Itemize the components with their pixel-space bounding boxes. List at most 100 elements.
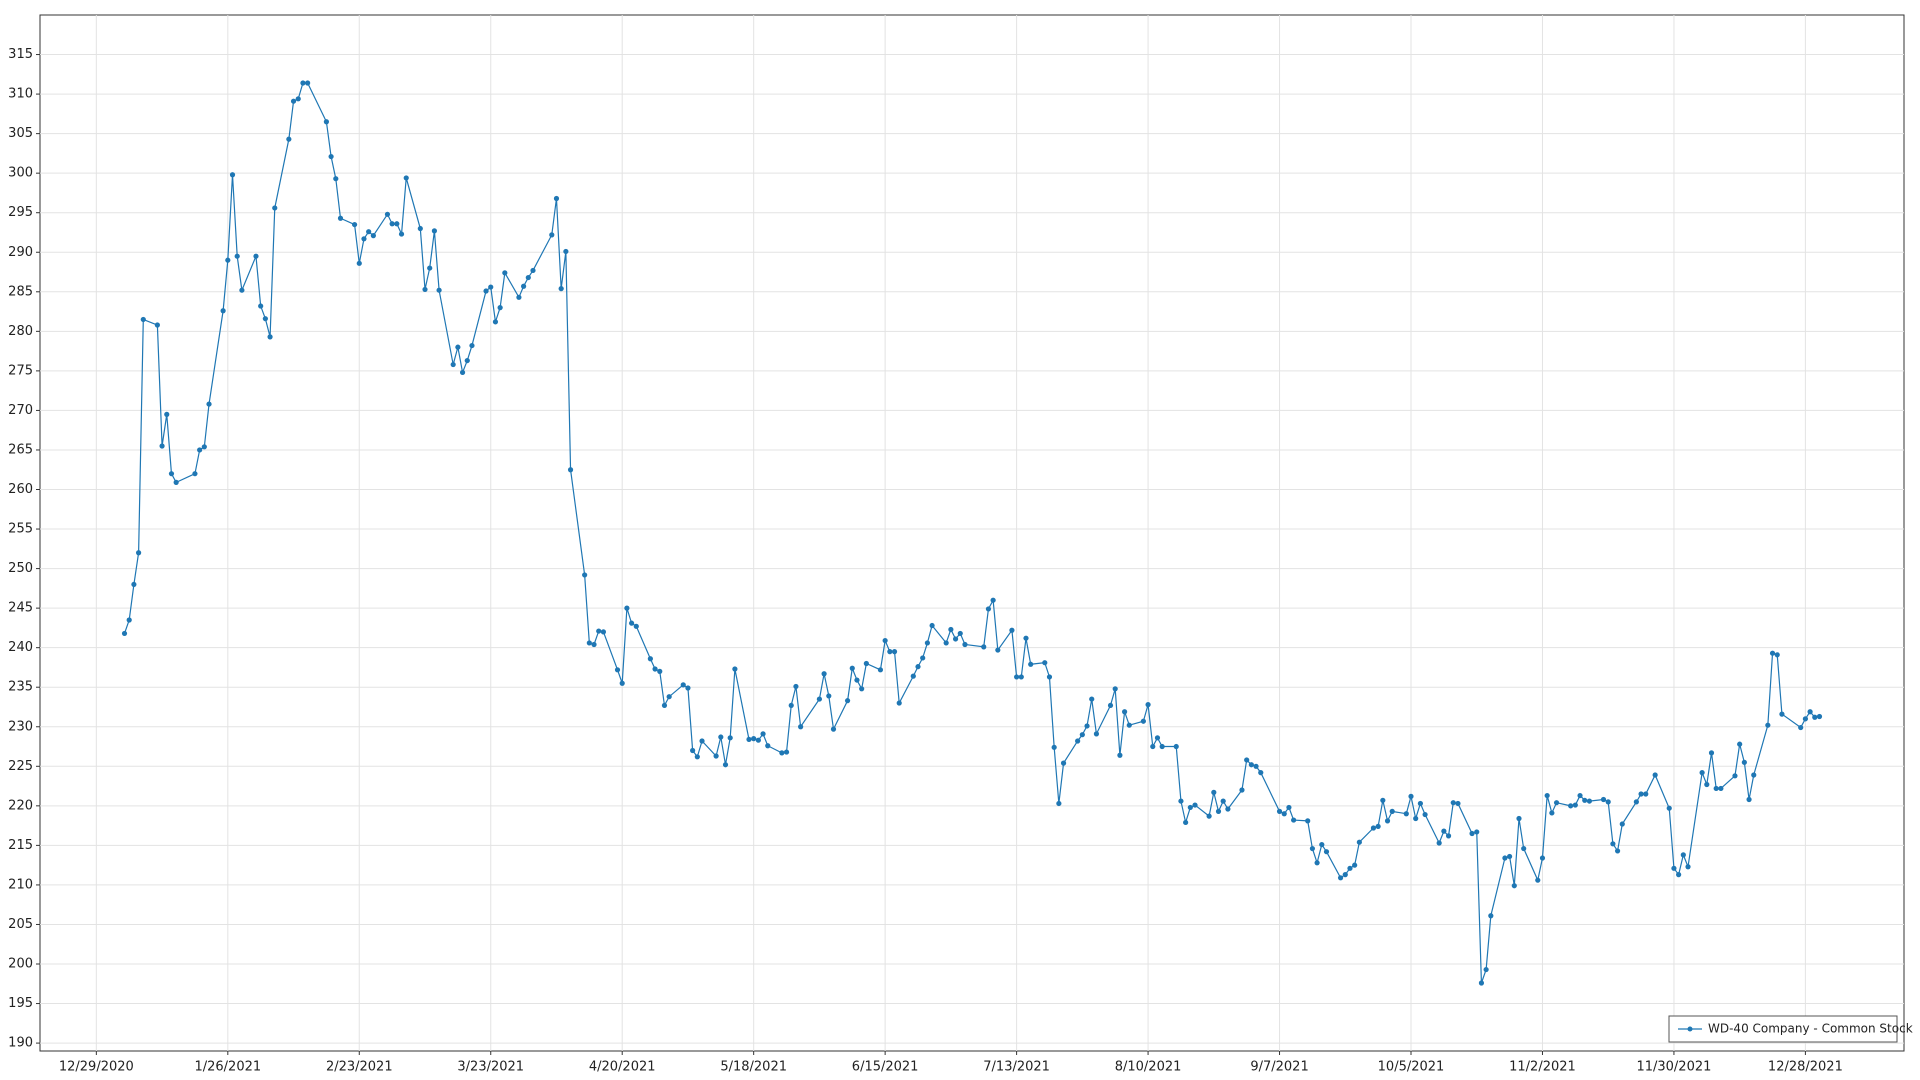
data-point <box>1352 862 1358 868</box>
data-point <box>1009 627 1015 633</box>
y-tick-label: 315 <box>8 47 33 62</box>
data-point <box>920 655 926 661</box>
data-point <box>1779 711 1785 717</box>
data-point <box>1056 800 1062 807</box>
y-tick-label: 300 <box>8 166 33 181</box>
data-point <box>197 447 203 453</box>
data-point <box>464 357 470 364</box>
data-point <box>1619 821 1625 827</box>
data-point <box>779 750 785 756</box>
data-point <box>173 479 179 485</box>
data-point <box>877 667 884 673</box>
data-point <box>1323 849 1330 855</box>
data-point <box>239 287 245 293</box>
x-tick-label: 12/29/2020 <box>59 1060 134 1075</box>
data-point <box>1215 808 1222 814</box>
data-point <box>1774 652 1780 658</box>
data-point <box>783 749 790 755</box>
data-point <box>422 286 428 293</box>
data-point <box>1309 845 1316 852</box>
data-point <box>1568 803 1574 809</box>
data-point <box>1553 800 1560 806</box>
data-point <box>567 467 574 473</box>
data-point <box>366 229 372 235</box>
data-point <box>502 270 508 276</box>
data-point <box>262 316 268 322</box>
data-point <box>206 401 212 407</box>
data-point <box>1121 709 1128 715</box>
data-point <box>300 80 306 86</box>
data-point <box>1126 722 1132 728</box>
data-point <box>1633 799 1639 805</box>
data-point <box>1107 702 1114 709</box>
data-point <box>1014 674 1020 680</box>
data-point <box>1384 818 1391 824</box>
data-point <box>718 734 724 740</box>
data-point <box>389 221 395 227</box>
y-tick-label: 215 <box>8 838 33 853</box>
data-point <box>1600 796 1607 803</box>
data-point <box>135 550 142 556</box>
data-point <box>361 236 367 242</box>
data-point <box>863 660 869 667</box>
data-point <box>1605 799 1611 805</box>
data-point <box>1535 877 1541 883</box>
data-point <box>436 287 442 293</box>
data-point <box>1051 744 1057 750</box>
data-point <box>384 211 391 217</box>
data-point <box>1046 674 1053 680</box>
data-point <box>164 411 170 417</box>
data-point <box>1140 718 1146 724</box>
data-point <box>1291 817 1297 823</box>
data-point <box>816 696 823 702</box>
data-point <box>1337 875 1344 881</box>
data-point <box>746 736 752 743</box>
data-point <box>1483 966 1489 973</box>
data-point <box>957 630 963 637</box>
data-point <box>1614 848 1621 854</box>
data-point <box>1751 772 1757 778</box>
data-point <box>403 175 409 181</box>
y-tick-label: 220 <box>8 798 33 813</box>
data-point <box>417 225 423 232</box>
data-point <box>765 743 771 749</box>
data-point <box>1469 830 1475 837</box>
data-point <box>751 736 757 742</box>
data-point <box>722 762 729 768</box>
data-point <box>1089 696 1095 702</box>
data-point <box>1718 785 1724 792</box>
x-tick-label: 7/13/2021 <box>983 1060 1050 1075</box>
data-point <box>121 630 128 637</box>
data-point <box>1732 773 1738 779</box>
data-point <box>624 605 630 611</box>
data-point <box>1117 752 1123 758</box>
data-point <box>553 195 560 202</box>
data-point <box>1582 797 1588 803</box>
data-point <box>591 641 597 648</box>
y-tick-label: 200 <box>8 957 33 972</box>
data-point <box>619 680 625 686</box>
data-point <box>140 316 146 323</box>
data-point <box>488 284 494 290</box>
data-point <box>985 606 992 612</box>
data-point <box>1417 800 1423 807</box>
data-point <box>258 303 264 309</box>
data-point <box>821 671 827 677</box>
data-point <box>943 640 949 646</box>
data-point <box>859 686 865 692</box>
data-point <box>1244 757 1250 763</box>
data-point <box>1445 833 1452 839</box>
data-point <box>1211 789 1217 795</box>
y-tick-label: 305 <box>8 126 33 141</box>
data-point <box>1206 813 1212 819</box>
data-point <box>1187 804 1193 811</box>
data-point <box>760 731 766 737</box>
data-point <box>1807 709 1813 715</box>
data-point <box>1023 635 1029 641</box>
data-point <box>1511 883 1517 889</box>
data-point <box>1671 865 1677 871</box>
data-point <box>1342 872 1348 878</box>
data-point <box>1676 872 1682 878</box>
y-tick-label: 245 <box>8 601 33 616</box>
